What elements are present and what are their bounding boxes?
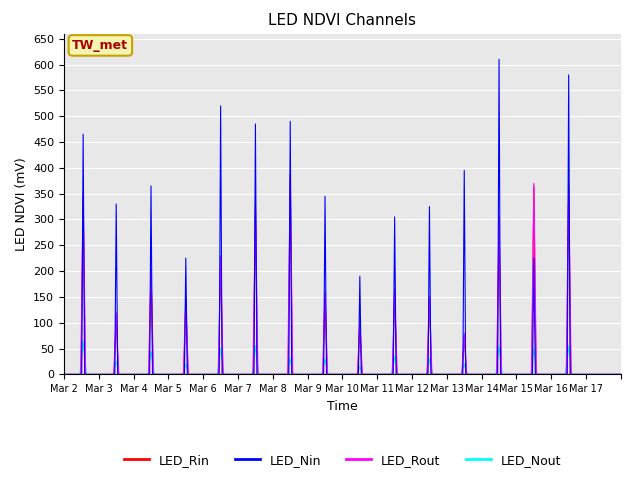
- Legend: LED_Rin, LED_Nin, LED_Rout, LED_Nout: LED_Rin, LED_Nin, LED_Rout, LED_Nout: [119, 449, 566, 472]
- Text: TW_met: TW_met: [72, 39, 129, 52]
- Y-axis label: LED NDVI (mV): LED NDVI (mV): [15, 157, 28, 251]
- X-axis label: Time: Time: [327, 400, 358, 413]
- Title: LED NDVI Channels: LED NDVI Channels: [268, 13, 417, 28]
